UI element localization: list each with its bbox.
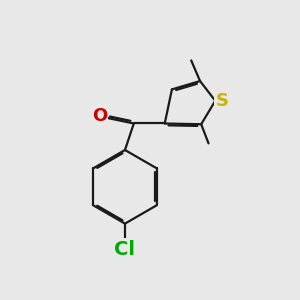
Text: O: O xyxy=(92,107,107,125)
Text: S: S xyxy=(215,92,228,110)
Text: Cl: Cl xyxy=(115,240,136,259)
